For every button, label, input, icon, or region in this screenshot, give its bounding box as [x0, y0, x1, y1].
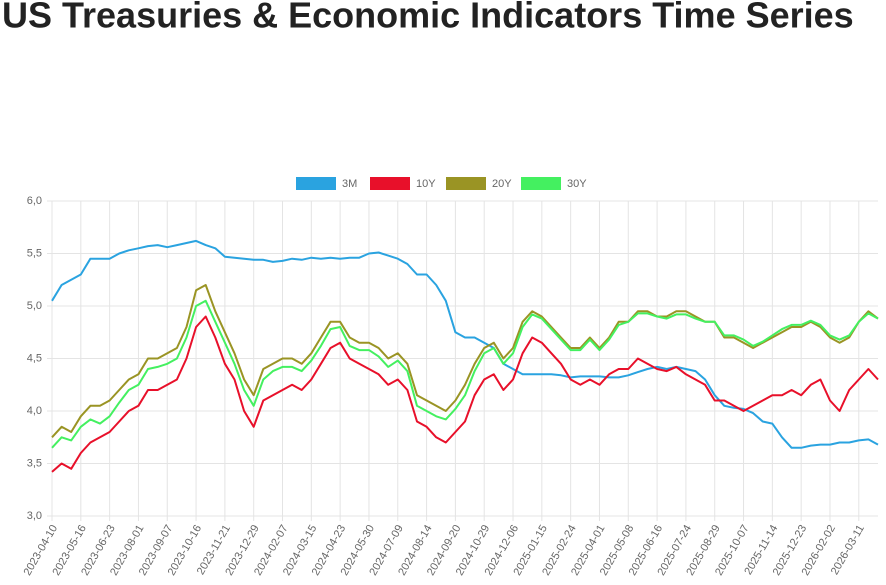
series-line	[51, 284, 879, 438]
chart-title: US Treasuries & Economic Indicators Time…	[2, 0, 854, 36]
legend-label: 20Y	[492, 178, 512, 190]
legend-label: 3M	[342, 178, 357, 190]
y-tick-label: 5,5	[27, 247, 42, 259]
legend-swatch	[521, 177, 561, 190]
legend-swatch	[370, 177, 410, 190]
legend-swatch	[296, 177, 336, 190]
series-line	[51, 315, 879, 473]
y-tick-label: 4,0	[27, 405, 42, 417]
series-line	[51, 239, 879, 449]
y-tick-label: 6,0	[27, 195, 42, 207]
y-tick-label: 4,5	[27, 352, 42, 364]
y-tick-label: 3,0	[27, 510, 42, 522]
y-tick-label: 3,5	[27, 457, 42, 469]
legend-label: 30Y	[567, 178, 587, 190]
legend-swatch	[446, 177, 486, 190]
series-line	[51, 299, 879, 449]
y-tick-label: 5,0	[27, 300, 42, 312]
legend-label: 10Y	[416, 178, 436, 190]
